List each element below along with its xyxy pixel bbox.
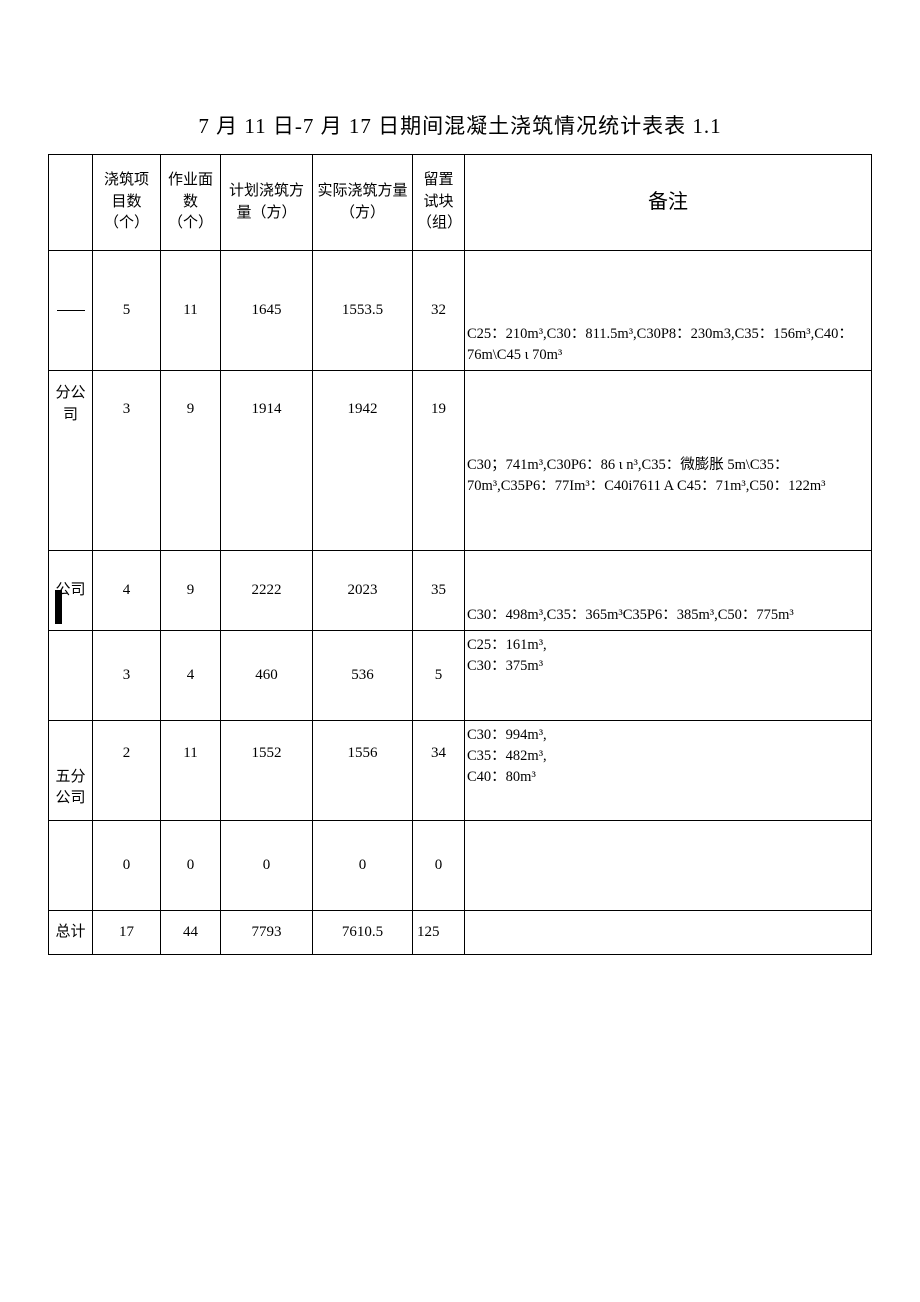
stats-table: 浇筑项目数（个） 作业面数（个） 计划浇筑方量（方） 实际浇筑方量（方） 留置试…	[48, 154, 872, 955]
cell-planned: 2222	[221, 551, 313, 631]
cell-faces: 4	[161, 631, 221, 721]
cell-blocks: 32	[413, 251, 465, 371]
hdr-remark: 备注	[465, 155, 872, 251]
cell-projects: 3	[93, 371, 161, 551]
hdr-projects: 浇筑项目数（个）	[93, 155, 161, 251]
cell-actual: 1553.5	[313, 251, 413, 371]
cell-actual: 2023	[313, 551, 413, 631]
table-header-row: 浇筑项目数（个） 作业面数（个） 计划浇筑方量（方） 实际浇筑方量（方） 留置试…	[49, 155, 872, 251]
cell-blocks: 5	[413, 631, 465, 721]
cell-remark-upper	[465, 371, 872, 451]
table-row: 5 11 1645 1553.5 32 C25：210m³,C30：811.5m…	[49, 251, 872, 371]
cell-actual: 536	[313, 631, 413, 721]
cell-faces: 44	[161, 911, 221, 955]
cell-planned: 1914	[221, 371, 313, 551]
cell-planned: 460	[221, 631, 313, 721]
cell-blocks: 125	[413, 911, 465, 955]
cell-projects: 0	[93, 821, 161, 911]
table-row: 五分公司 2 11 1552 1556 34 C30：994m³, C35：48…	[49, 721, 872, 821]
cell-faces: 9	[161, 371, 221, 551]
hdr-blank	[49, 155, 93, 251]
cell-planned: 7793	[221, 911, 313, 955]
page-title: 7 月 11 日-7 月 17 日期间混凝土浇筑情况统计表表 1.1	[48, 110, 872, 140]
cell-blocks: 0	[413, 821, 465, 911]
row-label: 公司	[49, 551, 93, 631]
table-row: 分公司 3 9 1914 1942 19	[49, 371, 872, 451]
row-label	[49, 251, 93, 371]
cell-actual: 0	[313, 821, 413, 911]
cell-remark: C25：210m³,C30：811.5m³,C30P8：230m3,C35：15…	[465, 251, 872, 371]
table-row-total: 总计 17 44 7793 7610.5 125	[49, 911, 872, 955]
cell-projects: 4	[93, 551, 161, 631]
hdr-faces: 作业面数（个）	[161, 155, 221, 251]
cell-remark: C30：994m³, C35：482m³, C40：80m³	[465, 721, 872, 821]
cell-remark	[465, 911, 872, 955]
row-label: 总计	[49, 911, 93, 955]
hdr-actual: 实际浇筑方量（方）	[313, 155, 413, 251]
cell-remark: C30：498m³,C35：365m³C35P6：385m³,C50：775m³	[465, 551, 872, 631]
cell-planned: 0	[221, 821, 313, 911]
table-row: 公司 4 9 2222 2023 35 C30：498m³,C35：365m³C…	[49, 551, 872, 631]
row-label	[49, 821, 93, 911]
cell-projects: 3	[93, 631, 161, 721]
cell-remark	[465, 821, 872, 911]
cell-planned: 1552	[221, 721, 313, 821]
cell-faces: 11	[161, 721, 221, 821]
cell-faces: 11	[161, 251, 221, 371]
cell-remark: C30；741m³,C30P6：86 ι n³,C35：微膨胀 5m\C35：7…	[465, 451, 872, 551]
table-row: 0 0 0 0 0	[49, 821, 872, 911]
row-label	[49, 631, 93, 721]
cell-blocks: 19	[413, 371, 465, 551]
cell-planned: 1645	[221, 251, 313, 371]
cell-actual: 1556	[313, 721, 413, 821]
black-bar-icon	[55, 590, 62, 624]
cell-projects: 17	[93, 911, 161, 955]
cell-blocks: 34	[413, 721, 465, 821]
cell-actual: 1942	[313, 371, 413, 551]
cell-projects: 5	[93, 251, 161, 371]
cell-remark: C25：161m³, C30：375m³	[465, 631, 872, 721]
cell-projects: 2	[93, 721, 161, 821]
cell-faces: 9	[161, 551, 221, 631]
cell-actual: 7610.5	[313, 911, 413, 955]
hdr-planned: 计划浇筑方量（方）	[221, 155, 313, 251]
dash-icon	[57, 310, 85, 311]
hdr-blocks: 留置试块（组）	[413, 155, 465, 251]
row-label: 五分公司	[49, 721, 93, 821]
table-row: 3 4 460 536 5 C25：161m³, C30：375m³	[49, 631, 872, 721]
row-label: 分公司	[49, 371, 93, 551]
cell-blocks: 35	[413, 551, 465, 631]
cell-faces: 0	[161, 821, 221, 911]
